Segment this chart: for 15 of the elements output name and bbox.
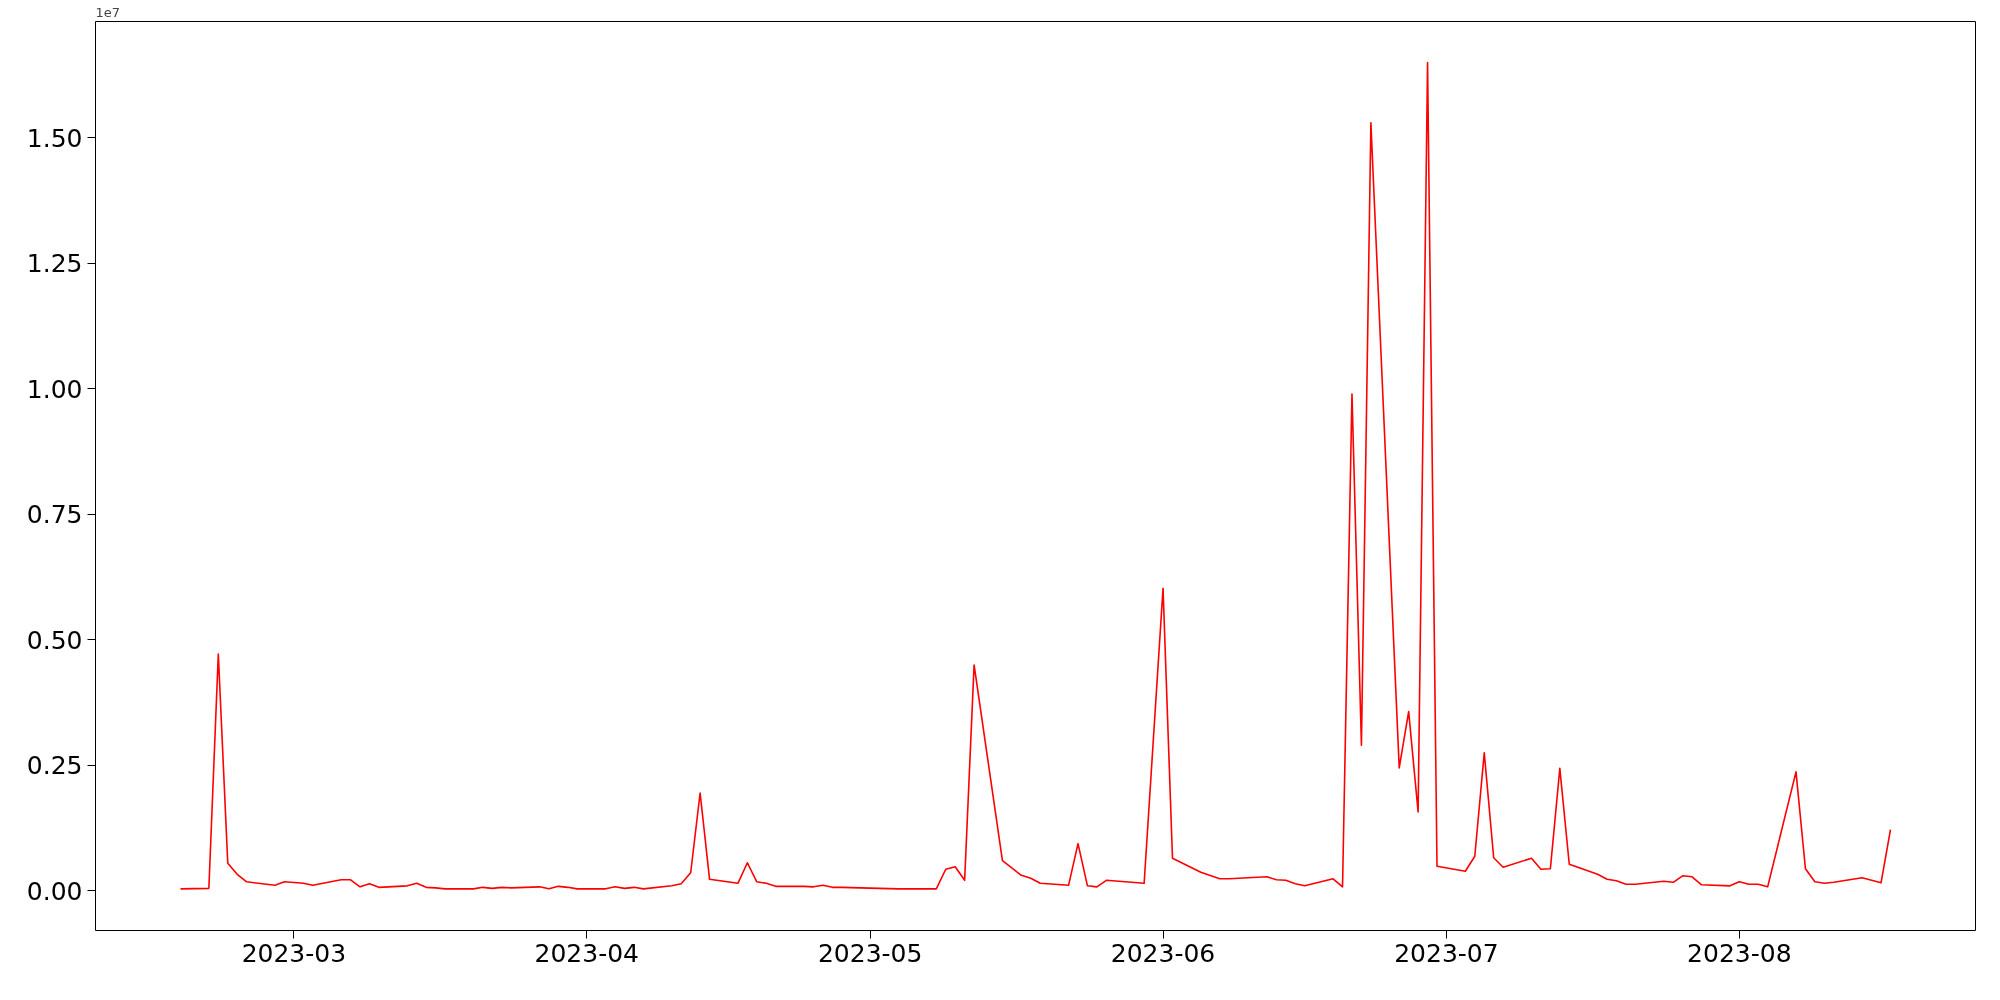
line-series <box>179 61 1892 890</box>
x-tick-label: 2023-06 <box>1110 938 1216 968</box>
y-tick-label: 0.25 <box>26 751 83 781</box>
x-tick-label: 2023-08 <box>1687 938 1792 968</box>
x-tick-label: 2023-05 <box>817 938 923 968</box>
y-tick-label: 1.00 <box>26 374 83 404</box>
x-tick-label: 2023-07 <box>1394 938 1499 968</box>
y-tick-label: 0.75 <box>26 500 83 530</box>
y-tick-label: 1.50 <box>26 123 83 153</box>
x-tick-label: 2023-03 <box>241 938 347 968</box>
y-tick-label: 0.00 <box>26 876 83 906</box>
x-tick-label: 2023-04 <box>534 938 639 968</box>
y-tick-label: 0.50 <box>26 625 83 655</box>
y-tick-label: 1.25 <box>26 249 83 279</box>
text: 1e7 <box>95 4 121 20</box>
